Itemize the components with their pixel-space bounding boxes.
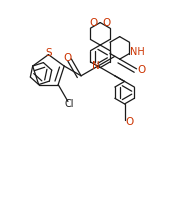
- Text: S: S: [46, 47, 52, 58]
- Text: NH: NH: [130, 47, 144, 57]
- Text: O: O: [137, 65, 146, 74]
- Text: O: O: [90, 18, 98, 28]
- Text: Cl: Cl: [65, 99, 74, 109]
- Text: O: O: [125, 117, 134, 127]
- Text: O: O: [102, 18, 111, 28]
- Text: O: O: [63, 53, 71, 62]
- Text: N: N: [92, 61, 100, 71]
